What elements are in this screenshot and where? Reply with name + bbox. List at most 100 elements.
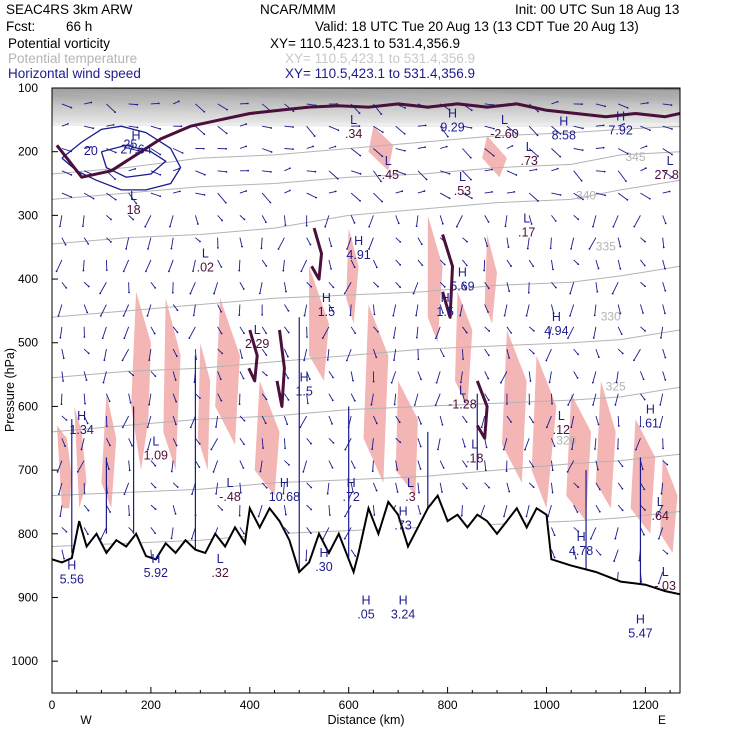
wind-vector-548: [573, 527, 579, 532]
pv-contour-5: [475, 380, 489, 440]
wind-vector-146: [189, 282, 196, 294]
cloud-streak: [52, 99, 680, 102]
wind-vector-head-468: [510, 265, 512, 267]
wind-vector-head-217: [261, 313, 264, 316]
wind-vector-head-547: [577, 486, 580, 489]
wind-vector-head-455: [488, 486, 491, 489]
wind-vector-head-82: [132, 374, 135, 377]
wind-vector-head-566: [592, 404, 594, 406]
cloud-streak: [52, 98, 680, 101]
wind-vector-362: [395, 482, 399, 493]
wind-vector-244: [283, 415, 288, 425]
wind-vector-head-479: [503, 515, 505, 518]
wind-vector-637: [662, 460, 668, 465]
wind-vector-506: [551, 101, 558, 105]
y-tick-label: 100: [18, 81, 38, 95]
y-tick-label: 900: [18, 590, 38, 604]
wind-vector-head-568: [594, 448, 596, 450]
wind-vector-286: [322, 326, 330, 339]
wind-vector-357: [391, 371, 397, 383]
wind-vector-170: [217, 304, 222, 312]
wind-vector-622: [662, 125, 673, 130]
init-time: Init: 00 UTC Sun 18 Aug 13: [515, 2, 680, 17]
wind-vector-head-386: [418, 491, 420, 494]
wind-vector-head-403: [442, 355, 445, 358]
marker-type-0: H: [132, 129, 141, 143]
wind-vector-head-149: [188, 337, 191, 340]
cloud-streak: [52, 108, 680, 112]
plot-frame: [51, 87, 681, 694]
wind-vector-head-395: [448, 172, 451, 175]
marker-value-23: 1.34: [69, 423, 93, 437]
marker-value-20: -1.28: [448, 397, 477, 411]
wind-vector-382: [417, 415, 422, 425]
wind-vector-head-261: [300, 270, 303, 273]
wind-vector-475: [503, 438, 508, 450]
wind-vector-255: [306, 146, 314, 149]
wind-vector-472: [500, 371, 508, 383]
marker-value-33: 5.56: [60, 573, 84, 587]
marker-value-16: 1.5: [436, 305, 453, 319]
wind-vector-375: [417, 259, 423, 266]
wind-vector-head-103: [153, 332, 156, 335]
wind-vector-538: [569, 304, 575, 317]
wind-vector-head-178: [212, 471, 215, 473]
wind-vector-543: [570, 415, 575, 428]
wind-vector-head-4: [70, 174, 73, 176]
wind-vector-232: [284, 148, 294, 150]
wind-vector-237: [282, 259, 285, 271]
wind-vector-head-145: [199, 240, 201, 243]
wind-vector-head-408: [442, 466, 445, 469]
wind-vector-head-339: [371, 470, 374, 473]
wind-vector-head-200: [243, 443, 245, 446]
wind-vector-head-285: [332, 286, 335, 289]
wind-vector-head-439: [492, 127, 495, 130]
wind-vector-head-214: [260, 247, 263, 250]
wind-vector-head-176: [215, 426, 217, 428]
wind-vector-head-9: [65, 286, 68, 289]
wind-vector-279: [328, 170, 339, 180]
wind-vector-head-250: [287, 532, 290, 534]
wind-vector-head-36: [85, 379, 88, 382]
wind-vector-127: [172, 371, 177, 381]
wind-vector-200: [239, 460, 244, 469]
wind-vector-head-334: [375, 356, 378, 359]
wind-vector-head-406: [441, 423, 444, 426]
wind-vector-head-125: [176, 309, 179, 312]
wind-vector-48: [106, 148, 117, 153]
wind-vector-468: [506, 282, 510, 292]
wind-vector-291: [328, 437, 334, 444]
wind-vector-295: [322, 527, 330, 539]
wind-vector-311: [350, 371, 354, 381]
wind-vector-head-41: [83, 492, 86, 494]
wind-vector-head-21: [63, 557, 65, 560]
wind-vector-24: [84, 125, 94, 129]
wind-vector-554: [595, 147, 604, 149]
wind-vector-621: [662, 103, 672, 106]
wind-vector-head-452: [480, 426, 483, 429]
wind-vector-head-180: [221, 509, 224, 511]
wind-vector-51: [106, 215, 112, 220]
wind-vector-18: [59, 505, 63, 517]
wind-vector-head-635: [659, 403, 662, 406]
wind-vector-498: [524, 438, 530, 450]
wind-vector-451: [481, 415, 486, 428]
wind-vector-510: [551, 192, 561, 196]
wind-vector-head-80: [123, 337, 126, 340]
wind-vector-634: [659, 393, 664, 405]
wind-vector-head-616: [643, 488, 646, 491]
cloud-streak: [52, 100, 680, 103]
wind-vector-head-32: [87, 285, 90, 288]
wind-vector-head-318: [344, 515, 346, 518]
wind-vector-402: [439, 348, 445, 357]
wind-vector-325: [373, 170, 382, 182]
wind-vector-head-158: [190, 537, 193, 540]
wind-vector-29: [83, 237, 89, 245]
wind-vector-415: [462, 125, 472, 129]
wind-vector-head-495: [532, 352, 535, 355]
wind-vector-419: [456, 215, 463, 227]
wind-vector-head-416: [470, 126, 473, 129]
wind-vector-head-325: [381, 155, 384, 158]
wind-vector-head-259: [305, 224, 308, 227]
wind-vector-head-120: [179, 190, 181, 193]
